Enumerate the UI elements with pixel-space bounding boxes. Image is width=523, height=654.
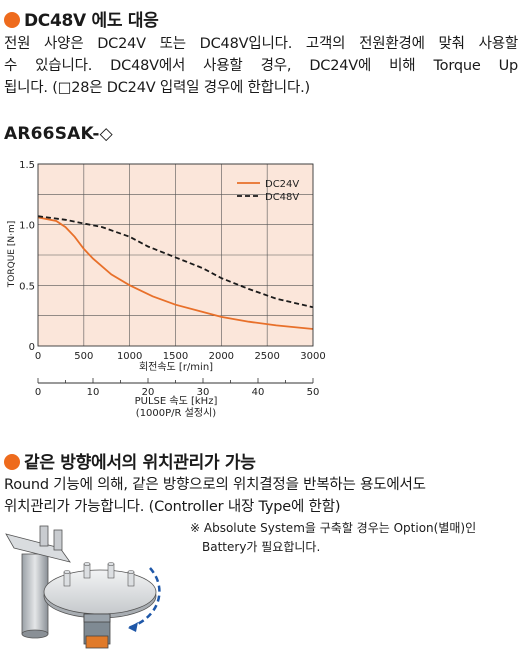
x2-tick-label: 30 [197, 387, 210, 398]
legend-label-dc24v: DC24V [265, 179, 299, 190]
orange-bullet-icon [4, 12, 20, 28]
x-tick-label: 2500 [254, 351, 279, 362]
note-line-2: Battery가 필요합니다. [202, 540, 321, 554]
x2-tick-label: 50 [307, 387, 320, 398]
section-1-line-1: 전원 사양은 DC24V 또는 DC48V입니다. 고객의 전원환경에 맞춰 사… [4, 36, 518, 52]
y-tick-label: 0 [29, 342, 35, 353]
torque-chart: 0 0.5 1.0 1.5 0 500 1000 1500 2000 2500 3000 0 10 2… [7, 160, 326, 419]
legend-label-dc48v: DC48V [265, 192, 299, 203]
x2-axis-label: PULSE 속도 [kHz] [135, 395, 218, 407]
y-tick-label: 1.0 [19, 221, 35, 232]
series-line-dc24v [37, 216, 314, 330]
plot-frame [37, 163, 314, 347]
section-1-line-2: 수 있습니다. DC48V에서 사용할 경우, DC24V에 비해 Torque… [4, 58, 518, 74]
x-axis-label: 회전속도 [r/min] [139, 361, 213, 373]
section-1-line-3: 됩니다. (□28은 DC24V 입력일 경우에 한합니다.) [4, 80, 310, 96]
x-tick-label: 0 [35, 351, 41, 362]
x-tick-label: 2000 [209, 351, 234, 362]
y-axis-label: TORQUE [N·m] [7, 221, 17, 288]
y-tick-label: 0.5 [19, 281, 35, 292]
x2-tick-label: 10 [87, 387, 100, 398]
x2-tick-label: 0 [35, 387, 41, 398]
x2-tick-label: 40 [252, 387, 265, 398]
section-2-heading: 같은 방향에서의 위치관리가 가능 [4, 448, 256, 473]
section-2-line-1: Round 기능에 의해, 같은 방향으로의 위치결정을 반복하는 용도에서도 [4, 477, 426, 493]
section-1-heading: DC48V 에도 대응 [4, 6, 159, 31]
x-tick-label: 1500 [163, 351, 188, 362]
section-1-title: DC48V 에도 대응 [24, 11, 159, 31]
x-tick-label: 1000 [117, 351, 142, 362]
note-line-1: ※ Absolute System을 구축할 경우는 Option(별매)인 [190, 521, 477, 535]
rotary-table-illustration [5, 525, 161, 649]
section-2-title: 같은 방향에서의 위치관리가 가능 [24, 453, 256, 473]
model-name: AR66SAK-◇ [4, 124, 113, 144]
x2-axis-sublabel: (1000P/R 설정시) [136, 407, 216, 419]
series-line-dc48v [37, 215, 314, 309]
x-tick-label: 3000 [300, 351, 325, 362]
x-tick-label: 500 [74, 351, 93, 362]
section-2-line-2: 위치관리가 가능합니다. (Controller 내장 Type에 한함) [4, 499, 341, 515]
x2-tick-label: 20 [142, 387, 155, 398]
orange-bullet-icon [4, 454, 20, 470]
y-tick-label: 1.5 [19, 160, 35, 171]
